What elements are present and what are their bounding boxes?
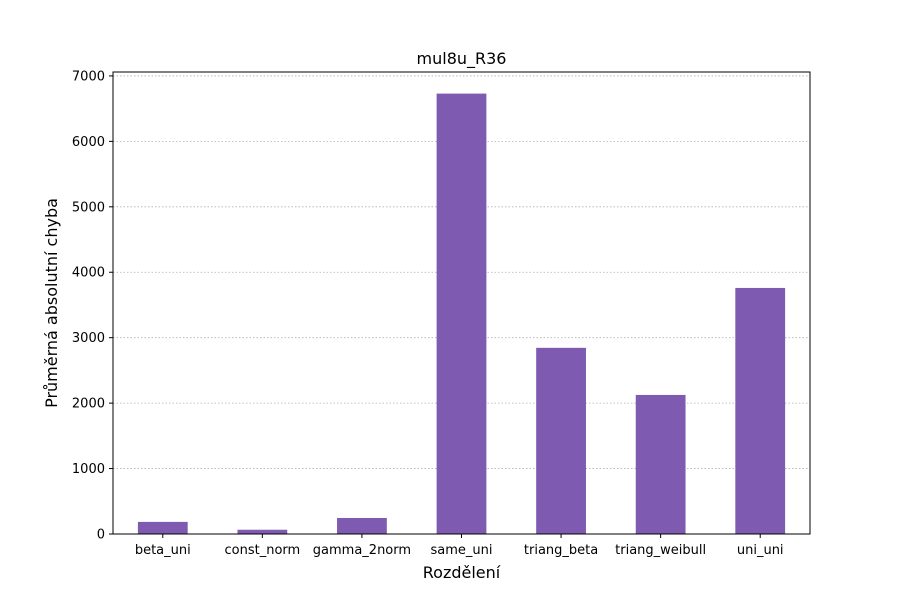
x-tick-label: triang_weibull xyxy=(615,543,706,558)
y-tick-label: 4000 xyxy=(72,266,105,281)
bar-uni_uni xyxy=(735,287,786,534)
gridlines xyxy=(113,75,810,469)
y-tick-label: 0 xyxy=(97,528,105,543)
x-tick-label: same_uni xyxy=(431,543,493,558)
x-tick-labels: beta_uni const_norm gamma_2norm same_uni tri… xyxy=(135,534,784,558)
y-tick-label: 7000 xyxy=(72,69,105,84)
x-tick-label: beta_uni xyxy=(135,543,191,558)
y-axis-label: Průměrná absolutní chyba xyxy=(42,198,61,408)
x-tick-label: triang_beta xyxy=(524,543,598,558)
bar-same_uni xyxy=(436,93,487,534)
x-axis-label: Rozdělení xyxy=(423,563,501,582)
bar-triang_beta xyxy=(536,347,586,534)
y-tick-label: 2000 xyxy=(72,397,105,412)
y-tick-label: 6000 xyxy=(72,135,105,150)
bar-beta_uni xyxy=(137,521,188,534)
x-tick-label: const_norm xyxy=(225,543,301,558)
x-tick-label: uni_uni xyxy=(737,543,784,558)
bar-gamma_2norm xyxy=(337,517,387,534)
bar-triang_weibull xyxy=(635,394,686,534)
chart-title: mul8u_R36 xyxy=(417,49,507,69)
y-tick-label: 3000 xyxy=(72,331,105,346)
y-tick-label: 5000 xyxy=(72,200,105,215)
y-tick-labels: 0 1000 2000 3000 4000 5000 6000 7000 xyxy=(72,69,113,543)
x-tick-label: gamma_2norm xyxy=(313,543,411,558)
bars xyxy=(137,93,786,534)
bar-const_norm xyxy=(237,529,288,534)
y-tick-label: 1000 xyxy=(72,462,105,477)
